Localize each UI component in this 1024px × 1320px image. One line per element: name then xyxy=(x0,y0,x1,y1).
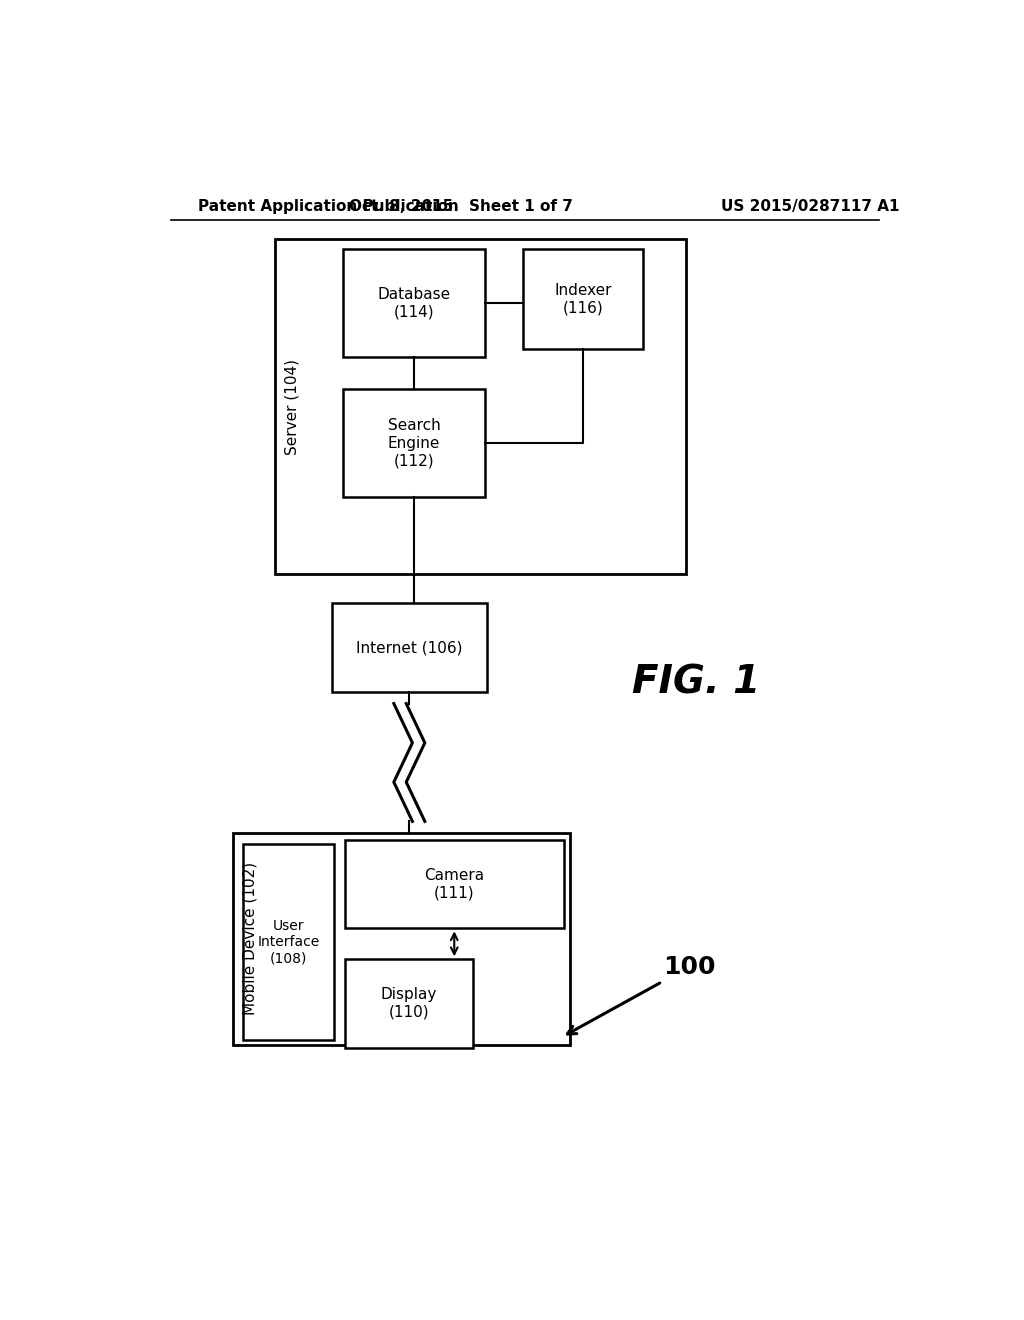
Text: Mobile Device (102): Mobile Device (102) xyxy=(242,862,257,1015)
Text: Camera
(111): Camera (111) xyxy=(424,869,484,900)
Bar xyxy=(332,603,486,692)
Text: Internet (106): Internet (106) xyxy=(356,640,463,655)
Text: User
Interface
(108): User Interface (108) xyxy=(257,919,319,965)
Bar xyxy=(243,843,334,1040)
Bar xyxy=(343,389,484,498)
Text: Database
(114): Database (114) xyxy=(378,286,451,319)
Text: Patent Application Publication: Patent Application Publication xyxy=(198,198,459,214)
Bar xyxy=(345,960,473,1048)
Bar xyxy=(343,249,484,356)
Text: FIG. 1: FIG. 1 xyxy=(632,663,760,701)
Text: Oct. 8, 2015   Sheet 1 of 7: Oct. 8, 2015 Sheet 1 of 7 xyxy=(349,198,573,214)
Bar xyxy=(523,249,643,350)
Text: Search
Engine
(112): Search Engine (112) xyxy=(388,418,440,469)
Bar xyxy=(345,840,563,928)
Bar xyxy=(275,239,686,574)
Text: Server (104): Server (104) xyxy=(285,359,300,454)
Text: US 2015/0287117 A1: US 2015/0287117 A1 xyxy=(721,198,899,214)
Text: Indexer
(116): Indexer (116) xyxy=(555,282,612,315)
Bar xyxy=(232,833,569,1044)
Text: Display
(110): Display (110) xyxy=(381,987,437,1019)
Text: 100: 100 xyxy=(567,954,715,1034)
